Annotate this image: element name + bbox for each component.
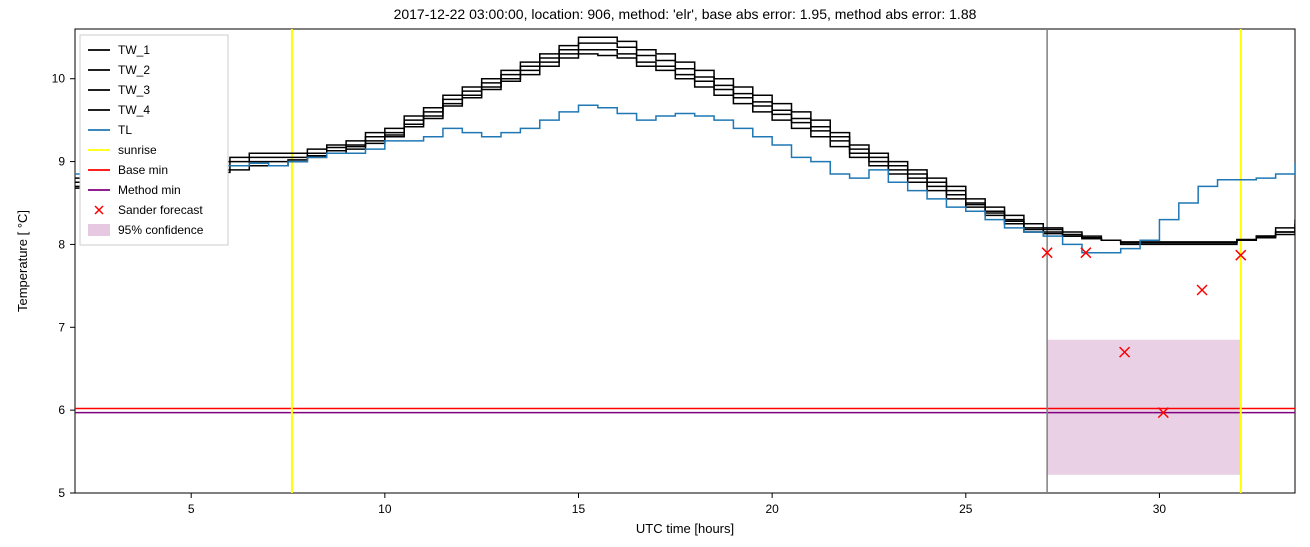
y-tick-label: 7 — [58, 320, 65, 334]
chart-title: 2017-12-22 03:00:00, location: 906, meth… — [394, 6, 977, 22]
legend-label: TW_1 — [118, 43, 150, 57]
legend-label: Base min — [118, 163, 168, 177]
y-tick-label: 5 — [58, 486, 65, 500]
x-tick-label: 10 — [378, 502, 392, 516]
x-tick-label: 25 — [959, 502, 973, 516]
temperature-forecast-chart: 5 10 15 20 25 30 5 6 7 8 9 10 UTC time [hours] Temper… — [0, 0, 1310, 547]
y-tick-label: 10 — [52, 72, 66, 86]
legend-label: TL — [118, 123, 132, 137]
y-axis-label: Temperature [ °C] — [15, 210, 30, 312]
x-tick-label: 5 — [188, 502, 195, 516]
x-tick-label: 30 — [1153, 502, 1167, 516]
y-tick-label: 8 — [58, 237, 65, 251]
x-axis-label: UTC time [hours] — [636, 521, 734, 536]
y-tick-label: 6 — [58, 403, 65, 417]
legend-label: Method min — [118, 183, 181, 197]
legend-label: TW_4 — [118, 103, 150, 117]
confidence-band — [1047, 340, 1241, 475]
legend-label: TW_3 — [118, 83, 150, 97]
y-tick-label: 9 — [58, 155, 65, 169]
legend-label: Sander forecast — [118, 203, 203, 217]
legend: TW_1 TW_2 TW_3 TW_4 TL sunrise Base min Method … — [80, 35, 228, 245]
x-tick-label: 15 — [572, 502, 586, 516]
legend-label: sunrise — [118, 143, 157, 157]
x-tick-label: 20 — [765, 502, 779, 516]
legend-label: TW_2 — [118, 63, 150, 77]
legend-label: 95% confidence — [118, 223, 204, 237]
